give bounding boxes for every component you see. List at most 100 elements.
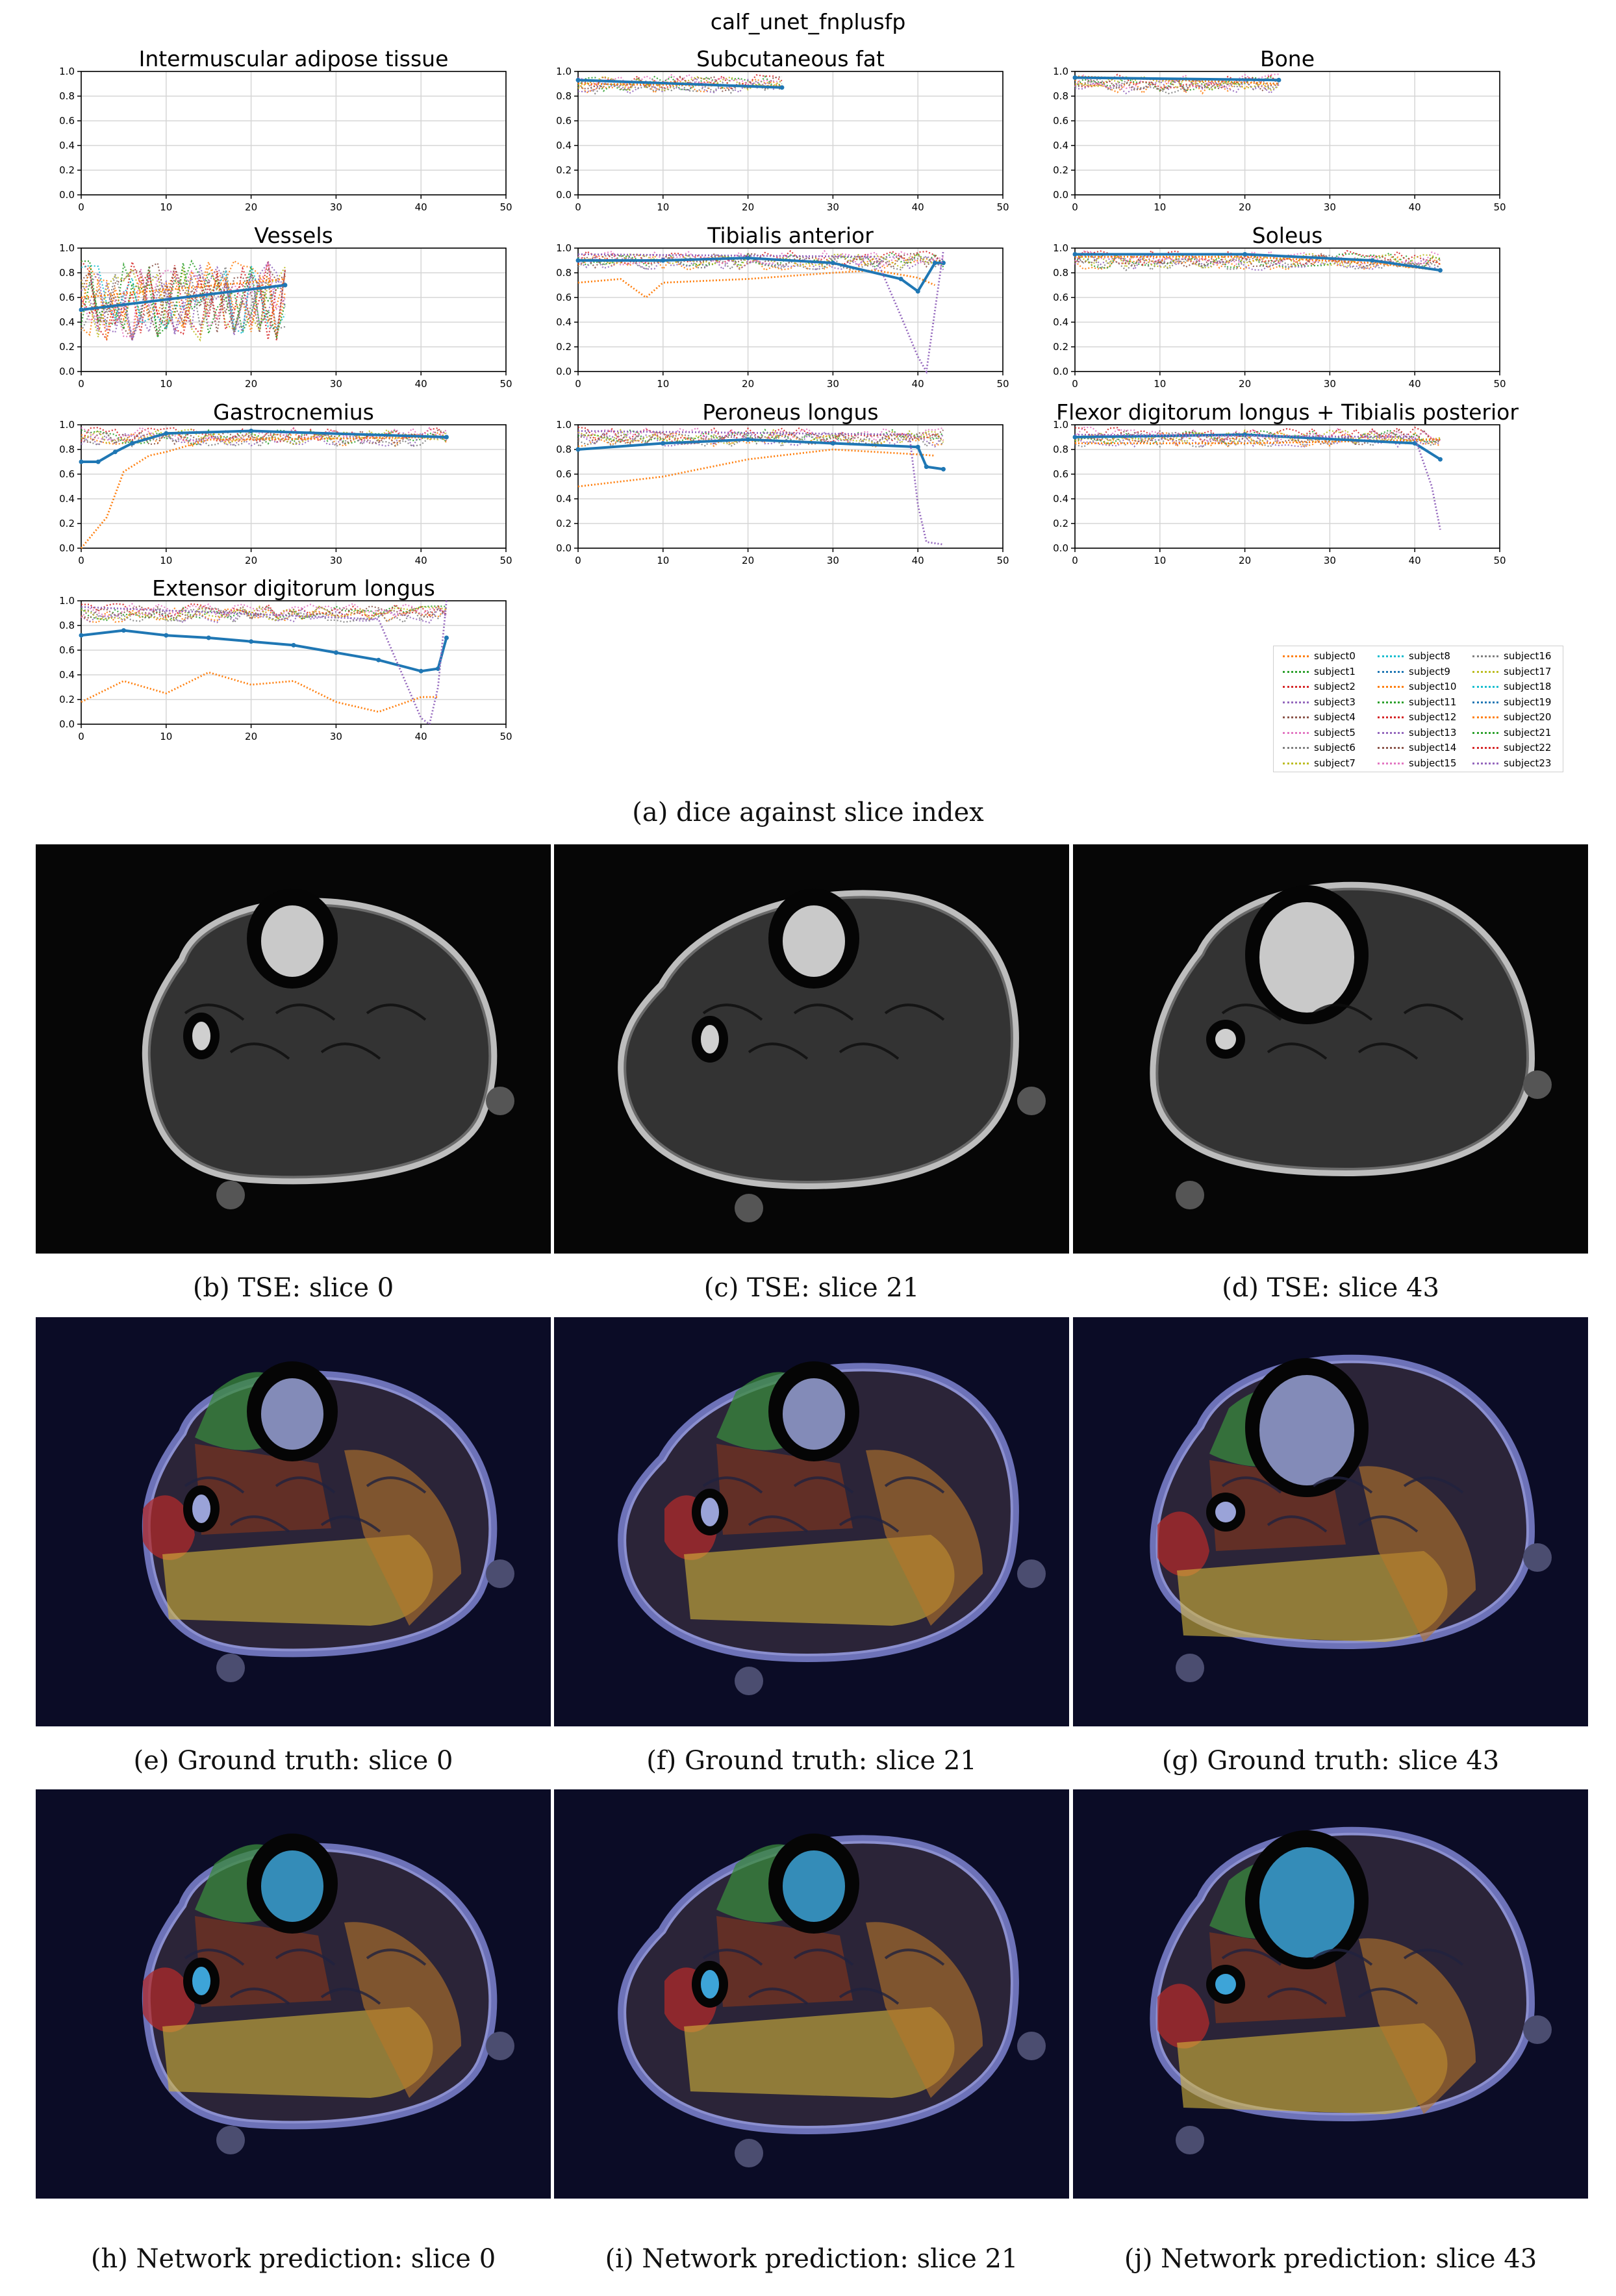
series-line-subject (80, 266, 286, 342)
legend-label: subject1 (1314, 665, 1356, 677)
legend-label: subject13 (1409, 726, 1457, 738)
chart-title: Intermuscular adipose tissue (139, 46, 449, 71)
series-point-subject19 (915, 289, 920, 294)
y-tick-label: 0.8 (1053, 267, 1068, 279)
x-tick-label: 10 (657, 555, 669, 566)
y-tick-label: 0.0 (556, 189, 572, 201)
legend-entry-subject3: subject3 (1283, 696, 1356, 711)
legend-swatch (1283, 670, 1309, 673)
legend-label: subject0 (1314, 650, 1356, 662)
legend-label: subject2 (1314, 681, 1356, 692)
y-tick-label: 0.4 (556, 493, 572, 505)
series-point-subject19 (249, 429, 254, 433)
fibula-marrow (1215, 1029, 1236, 1050)
legend-swatch (1378, 701, 1404, 703)
legend-entry-subject17: subject17 (1472, 666, 1551, 680)
y-tick-label: 0.2 (1053, 341, 1068, 353)
calf-cross-section (1150, 1826, 1552, 2154)
series-point-subject19 (291, 642, 296, 648)
x-tick-label: 20 (245, 731, 257, 742)
legend-label: subject22 (1504, 742, 1552, 753)
legend-swatch (1472, 762, 1498, 764)
x-tick-label: 10 (160, 378, 172, 390)
y-tick-label: 0.4 (59, 140, 75, 151)
series-line-subject (81, 264, 286, 341)
legend-entry-subject0: subject0 (1283, 650, 1356, 664)
axes-frame (1074, 71, 1500, 196)
x-tick-label: 20 (245, 201, 257, 213)
series-point-subject19 (575, 447, 581, 452)
series-line-subject0 (1074, 75, 1279, 85)
x-tick-label: 0 (575, 555, 581, 566)
series-point-subject19 (830, 260, 835, 266)
x-tick-label: 50 (1493, 201, 1506, 213)
series-line-subject (1074, 428, 1441, 446)
reference-marker (1523, 2015, 1552, 2044)
legend-label: subject8 (1409, 650, 1450, 662)
reference-marker (735, 2139, 763, 2167)
y-tick-label: 0.0 (1053, 366, 1068, 377)
fascia-line (1312, 1003, 1373, 1021)
calf-cross-section (142, 1834, 514, 2154)
x-tick-label: 0 (1072, 555, 1078, 566)
mask-gastrocnemius (1359, 1466, 1476, 1642)
legend-entry-subject11: subject11 (1378, 696, 1456, 711)
series-line-subject19 (1075, 253, 1441, 272)
series-line-subject (81, 431, 447, 448)
legend-entry-subject6: subject6 (1283, 742, 1356, 756)
axes-frame (577, 424, 1004, 549)
series-line-subject15 (577, 430, 944, 546)
fascia-line (320, 1515, 381, 1533)
chart-title: Flexor digitorum longus + Tibialis poste… (1056, 399, 1519, 425)
x-tick-label: 0 (1072, 201, 1078, 213)
chart-title: Subcutaneous fat (696, 46, 885, 71)
series-line-subject (81, 259, 286, 341)
mri-tse-slice-43 (1073, 844, 1588, 1254)
x-tick-label: 0 (78, 731, 84, 742)
fibula-marrow (1215, 1974, 1236, 1995)
mask-soleus (1177, 2023, 1448, 2114)
y-tick-label: 0.4 (1053, 493, 1068, 505)
mask-gastrocnemius (866, 1450, 983, 1626)
x-tick-label: 40 (912, 378, 924, 390)
y-tick-label: 0.2 (1053, 164, 1068, 176)
series-line-subject (81, 427, 448, 443)
series-point-subject19 (746, 437, 751, 442)
mri-ground-truth-slice-0 (36, 1317, 551, 1726)
axes-frame (1074, 424, 1500, 549)
series-line-subject19 (577, 79, 782, 89)
legend-entry-subject23: subject23 (1472, 757, 1551, 772)
series-point-subject19 (1072, 252, 1078, 257)
x-tick-label: 10 (160, 555, 172, 566)
legend-label: subject20 (1504, 711, 1552, 723)
series-point-subject19 (1437, 268, 1443, 273)
caption-j: (j) Network prediction: slice 43 (1124, 2244, 1537, 2274)
series-point-subject19 (1072, 75, 1078, 80)
x-tick-label: 20 (245, 378, 257, 390)
series-point-subject19 (79, 459, 84, 464)
series-point-subject19 (444, 635, 449, 640)
fascia-line (1357, 1042, 1419, 1060)
y-tick-label: 0.8 (556, 90, 572, 102)
legend-label: subject19 (1504, 696, 1552, 708)
y-tick-label: 0.0 (1053, 189, 1068, 201)
fascia-line (1267, 1987, 1328, 2005)
y-tick-label: 0.4 (556, 140, 572, 151)
fascia-line (1221, 1476, 1282, 1494)
legend-swatch (1472, 716, 1498, 718)
fascia-line (1221, 1949, 1282, 1966)
legend-swatch (1378, 762, 1404, 764)
fascia-line (275, 1003, 336, 1021)
series-line-subject (81, 603, 448, 619)
y-tick-label: 0.0 (1053, 542, 1068, 554)
y-tick-label: 0.6 (1053, 115, 1068, 127)
y-tick-label: 0.4 (59, 316, 75, 328)
legend-entry-subject9: subject9 (1378, 666, 1450, 680)
mri-tse-slice-0 (36, 844, 551, 1254)
series-line-subject (577, 78, 783, 94)
fascia-line (366, 1003, 427, 1021)
calf-cross-section (142, 889, 514, 1209)
chart-panel-4: Tibialis anterior 0 10 20 30 40 50 0.0 0.2 0.4 0.6… (556, 223, 1009, 390)
legend-label: subject17 (1504, 665, 1552, 677)
legend-label: subject11 (1409, 696, 1457, 708)
